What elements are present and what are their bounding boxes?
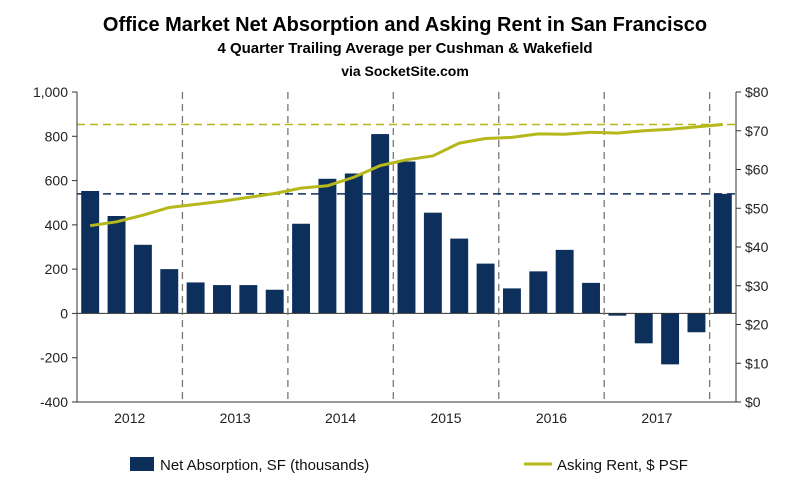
legend: Net Absorption, SF (thousands) Asking Re… [130,457,688,474]
bar-net-absorption-17 [529,271,548,314]
left-tick-label-3: 200 [45,261,69,277]
bar-net-absorption-7 [265,289,284,314]
right-tick-label-3: $30 [745,278,769,294]
bar-net-absorption-8 [292,223,311,314]
left-tick-label-0: -400 [40,394,68,410]
bar-net-absorption-15 [476,263,495,314]
bar-net-absorption-9 [318,178,337,314]
left-tick-label-7: 1,000 [33,84,68,100]
bar-net-absorption-3 [160,269,179,314]
x-tick-label-2014: 2014 [325,410,356,426]
left-tick-label-1: -200 [40,350,68,366]
bar-net-absorption-4 [186,282,205,314]
bar-net-absorption-22 [661,313,680,365]
bar-net-absorption-11 [371,134,390,314]
legend-label-net-absorption: Net Absorption, SF (thousands) [160,457,369,474]
x-tick-label-2015: 2015 [430,410,461,426]
bar-net-absorption-21 [634,313,653,344]
right-tick-label-8: $80 [745,84,769,100]
bar-net-absorption-16 [502,288,521,314]
line-asking-rent [89,123,723,228]
bar-net-absorption-0 [81,190,100,314]
chart-source: via SocketSite.com [341,63,469,79]
right-tick-label-5: $50 [745,200,769,216]
left-tick-label-2: 0 [60,305,68,321]
bar-net-absorption-23 [687,313,706,333]
bar-net-absorption-1 [107,216,126,314]
right-tick-label-1: $10 [745,355,769,371]
x-tick-label-2017: 2017 [641,410,672,426]
bar-net-absorption-6 [239,285,258,314]
bar-net-absorption-20 [608,313,627,316]
plot-area [77,92,736,402]
left-tick-label-5: 600 [45,173,69,189]
chart-subtitle: 4 Quarter Trailing Average per Cushman &… [217,40,592,57]
left-tick-label-6: 800 [45,128,69,144]
right-tick-label-0: $0 [745,394,761,410]
bar-net-absorption-10 [344,173,363,314]
right-tick-label-7: $70 [745,123,769,139]
right-tick-label-6: $60 [745,162,769,178]
bar-net-absorption-13 [423,212,442,314]
bar-net-absorption-19 [582,282,600,314]
right-tick-label-2: $20 [745,317,769,333]
bar-net-absorption-14 [450,238,469,314]
bar-net-absorption-2 [133,244,152,314]
bar-net-absorption-24 [713,193,732,314]
chart-title: Office Market Net Absorption and Asking … [103,14,707,36]
bar-net-absorption-18 [555,249,574,314]
bar-net-absorption-12 [397,161,416,314]
bar-net-absorption-5 [213,285,231,314]
x-tick-label-2012: 2012 [114,410,145,426]
right-tick-label-4: $40 [745,239,769,255]
legend-swatch-net-absorption [130,457,154,471]
left-tick-label-4: 400 [45,217,69,233]
axes: -400 -200 0 200 400 600 800 1,000 $0 $10 $20 $30 $40… [33,84,769,426]
x-tick-label-2013: 2013 [220,410,251,426]
legend-label-asking-rent: Asking Rent, $ PSF [557,457,688,474]
x-tick-label-2016: 2016 [536,410,567,426]
